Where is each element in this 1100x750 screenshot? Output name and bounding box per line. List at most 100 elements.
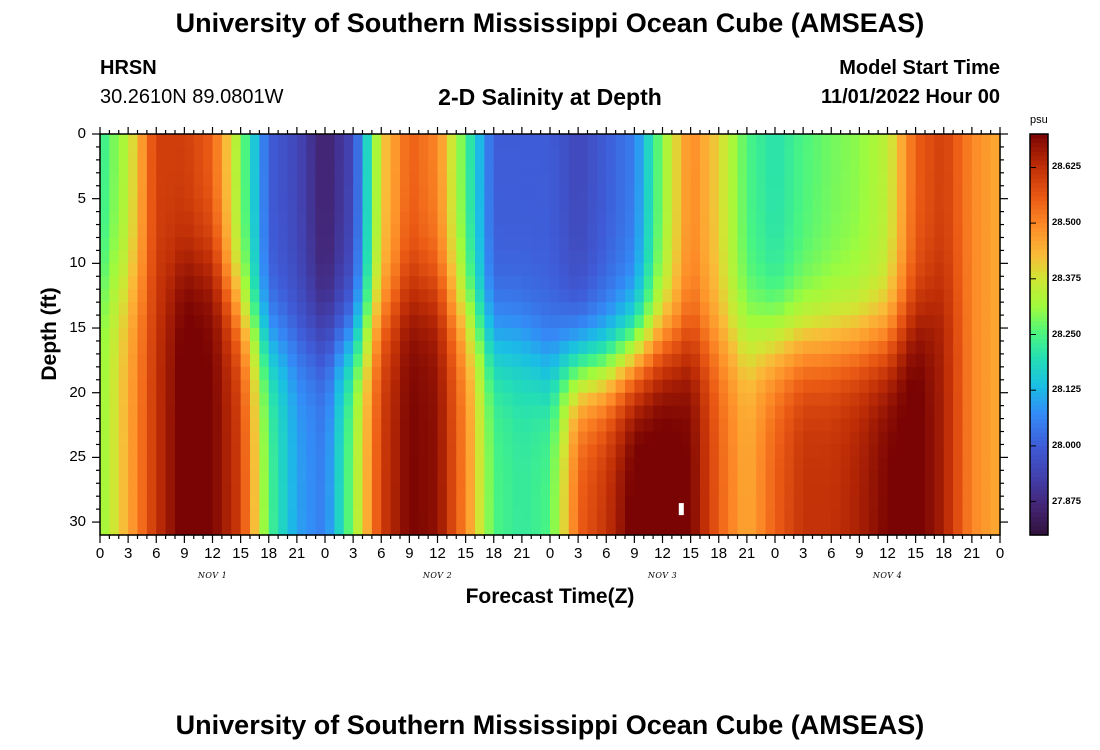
heatmap-cell	[793, 444, 804, 458]
heatmap-cell	[653, 405, 664, 420]
heatmap-cell	[634, 470, 645, 484]
heatmap-cell	[868, 172, 879, 187]
heatmap-cell	[306, 366, 317, 381]
heatmap-cell	[625, 302, 635, 316]
heatmap-cell	[906, 237, 917, 252]
heatmap-cell	[690, 250, 701, 264]
heatmap-cell	[428, 470, 439, 484]
heatmap-cell	[221, 134, 232, 148]
heatmap-cell	[606, 146, 617, 161]
heatmap-cell	[718, 224, 729, 239]
heatmap-cell	[690, 328, 701, 342]
x-tick-label: 12	[204, 545, 221, 562]
heatmap-cell	[953, 366, 964, 381]
heatmap-cell	[559, 250, 570, 264]
heatmap-cell	[128, 211, 139, 226]
heatmap-cell	[906, 522, 917, 536]
heatmap-cell	[859, 496, 870, 510]
heatmap-cell	[334, 470, 345, 484]
heatmap-cell	[409, 496, 420, 510]
heatmap-cell	[709, 509, 720, 523]
heatmap-cell	[925, 340, 935, 355]
heatmap-cell	[587, 392, 598, 407]
heatmap-cell	[193, 340, 204, 355]
heatmap-cell	[887, 509, 898, 523]
heatmap-cell	[437, 276, 448, 290]
heatmap-cell	[868, 237, 879, 252]
heatmap-cell	[109, 379, 120, 394]
heatmap-cell	[906, 509, 917, 523]
heatmap-cell	[737, 250, 748, 264]
heatmap-cell	[100, 340, 110, 355]
heatmap-cell	[446, 353, 457, 368]
heatmap-cell	[306, 509, 317, 523]
heatmap-cell	[231, 302, 242, 316]
heatmap-cell	[146, 340, 157, 355]
heatmap-cell	[550, 237, 560, 252]
heatmap-cell	[662, 392, 673, 407]
heatmap-cell	[353, 224, 364, 239]
heatmap-cell	[821, 198, 832, 213]
heatmap-cell	[662, 185, 673, 200]
heatmap-cell	[606, 263, 617, 277]
heatmap-cell	[559, 211, 570, 226]
heatmap-cell	[812, 146, 823, 161]
heatmap-cell	[146, 470, 157, 484]
colorbar-segment	[1030, 303, 1048, 309]
heatmap-cell	[503, 522, 514, 536]
heatmap-cell	[306, 379, 317, 394]
heatmap-cell	[193, 276, 204, 290]
heatmap-cell	[643, 315, 654, 329]
heatmap-cell	[737, 418, 748, 433]
heatmap-cell	[746, 250, 757, 264]
heatmap-cell	[231, 224, 242, 239]
heatmap-cell	[203, 263, 214, 277]
heatmap-cell	[728, 237, 739, 252]
heatmap-cell	[512, 444, 523, 458]
heatmap-cell	[353, 250, 364, 264]
heatmap-cell	[390, 146, 401, 161]
heatmap-cell	[671, 392, 682, 407]
heatmap-cell	[221, 340, 232, 355]
heatmap-cell	[296, 379, 307, 394]
heatmap-cell	[493, 315, 504, 329]
heatmap-cell	[371, 353, 382, 368]
heatmap-cell	[615, 276, 626, 290]
heatmap-cell	[484, 444, 495, 458]
heatmap-cell	[550, 353, 560, 368]
heatmap-cell	[418, 418, 429, 433]
heatmap-cell	[165, 134, 176, 148]
heatmap-cell	[137, 185, 148, 200]
heatmap-cell	[428, 418, 439, 433]
heatmap-cell	[653, 522, 664, 536]
colorbar-segment	[1030, 169, 1048, 175]
heatmap-cell	[850, 276, 860, 290]
heatmap-cell	[400, 289, 410, 303]
heatmap-cell	[821, 237, 832, 252]
heatmap-cell	[878, 379, 889, 394]
heatmap-cell	[859, 146, 870, 161]
heatmap-cell	[221, 444, 232, 458]
heatmap-cell	[156, 146, 167, 161]
heatmap-cell	[662, 509, 673, 523]
heatmap-cell	[915, 224, 926, 239]
heatmap-cell	[765, 172, 776, 187]
heatmap-cell	[343, 340, 354, 355]
heatmap-cell	[278, 379, 289, 394]
heatmap-cell	[475, 185, 485, 200]
heatmap-cell	[296, 198, 307, 213]
heatmap-cell	[484, 250, 495, 264]
heatmap-cell	[765, 134, 776, 148]
heatmap-cell	[709, 289, 720, 303]
heatmap-cell	[906, 211, 917, 226]
heatmap-cell	[859, 405, 870, 420]
heatmap-cell	[418, 483, 429, 497]
heatmap-cell	[896, 366, 907, 381]
heatmap-cell	[803, 302, 814, 316]
heatmap-cell	[137, 379, 148, 394]
heatmap-cell	[765, 302, 776, 316]
heatmap-cell	[184, 366, 195, 381]
heatmap-cell	[859, 418, 870, 433]
heatmap-cell	[850, 237, 860, 252]
heatmap-cell	[493, 392, 504, 407]
